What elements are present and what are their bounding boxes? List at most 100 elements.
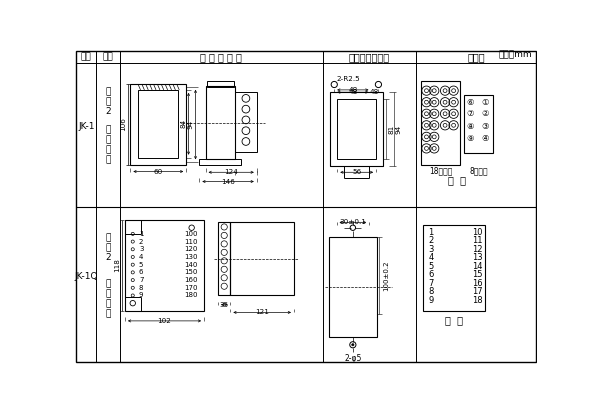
Text: 60: 60	[153, 169, 163, 175]
Bar	[337, 99, 376, 159]
Text: 单位：mm: 单位：mm	[498, 51, 532, 60]
Text: 2: 2	[139, 238, 143, 245]
Text: 板: 板	[105, 279, 110, 288]
Text: JK-1Q: JK-1Q	[75, 272, 98, 281]
Text: 附: 附	[105, 87, 110, 96]
Text: 10: 10	[472, 228, 483, 237]
Text: 7: 7	[139, 277, 143, 283]
Text: 94: 94	[396, 124, 402, 134]
Text: ⑧: ⑧	[466, 121, 473, 130]
Circle shape	[424, 146, 429, 151]
Text: 7: 7	[429, 279, 434, 288]
Text: 118: 118	[114, 258, 120, 272]
Circle shape	[424, 100, 429, 104]
Bar	[230, 222, 294, 295]
Text: ⑥: ⑥	[466, 98, 473, 107]
Text: 18: 18	[472, 296, 483, 305]
Text: ③: ③	[482, 121, 489, 130]
Circle shape	[432, 146, 436, 151]
Text: 170: 170	[184, 285, 198, 291]
Bar	[330, 92, 383, 166]
Text: 5: 5	[429, 262, 434, 271]
Text: 3: 3	[429, 245, 434, 254]
Text: 2: 2	[105, 253, 111, 262]
Text: 5: 5	[139, 262, 143, 267]
Text: 端子图: 端子图	[467, 52, 485, 62]
Text: 14: 14	[472, 262, 483, 271]
Text: 板: 板	[105, 126, 110, 135]
Text: ②: ②	[482, 109, 489, 118]
Text: 图: 图	[105, 243, 110, 252]
Text: 接: 接	[105, 299, 110, 308]
Text: 2-R2.5: 2-R2.5	[337, 76, 361, 82]
Circle shape	[452, 112, 456, 116]
Bar	[235, 92, 257, 152]
Circle shape	[424, 124, 429, 127]
Text: 8: 8	[429, 287, 434, 296]
Text: 48: 48	[370, 89, 379, 95]
Bar	[464, 95, 493, 153]
Text: 1: 1	[139, 231, 143, 237]
Text: 94: 94	[188, 120, 194, 129]
Text: 81: 81	[389, 124, 395, 134]
Text: 11: 11	[472, 236, 483, 245]
Text: 接: 接	[105, 146, 110, 155]
Text: 121: 121	[256, 310, 269, 315]
Text: 前: 前	[105, 290, 110, 299]
Text: 180: 180	[184, 292, 198, 299]
Text: ⑨: ⑨	[466, 134, 473, 143]
Bar	[329, 237, 377, 337]
Text: 150: 150	[184, 270, 198, 275]
Text: 124: 124	[224, 169, 238, 175]
Text: 背  视: 背 视	[448, 175, 466, 185]
Text: 12: 12	[472, 245, 483, 254]
Bar	[421, 81, 460, 164]
Text: 线: 线	[105, 155, 110, 164]
Text: 图: 图	[105, 97, 110, 106]
Text: 3: 3	[139, 246, 143, 252]
Text: 安装开孔尺寸图: 安装开孔尺寸图	[349, 52, 390, 62]
Text: 13: 13	[472, 253, 483, 262]
Text: 8点端子: 8点端子	[469, 166, 488, 175]
Text: 15: 15	[472, 270, 483, 279]
Circle shape	[432, 135, 436, 139]
Circle shape	[432, 100, 436, 104]
Text: 4: 4	[429, 253, 434, 262]
Bar	[205, 86, 235, 159]
Text: ④: ④	[482, 134, 489, 143]
Text: 线: 线	[105, 310, 110, 319]
Text: 120: 120	[184, 246, 198, 252]
Text: ⑦: ⑦	[466, 109, 473, 118]
Text: 48: 48	[348, 87, 358, 93]
Circle shape	[443, 89, 447, 92]
Text: 16: 16	[472, 279, 483, 288]
Bar	[138, 90, 179, 157]
Circle shape	[432, 124, 436, 127]
Text: 9: 9	[429, 296, 434, 305]
Text: 35: 35	[220, 302, 229, 308]
Text: 30±0.1: 30±0.1	[340, 219, 367, 225]
Text: 102: 102	[158, 318, 171, 324]
Text: 160: 160	[184, 277, 198, 283]
Circle shape	[432, 112, 436, 116]
Text: 正  视: 正 视	[445, 315, 463, 325]
Text: 18点端子: 18点端子	[429, 166, 452, 175]
Text: 84: 84	[181, 119, 187, 128]
Text: 2: 2	[105, 107, 111, 116]
Text: 100±0.2: 100±0.2	[383, 260, 389, 291]
Text: 6: 6	[139, 270, 143, 275]
Circle shape	[443, 100, 447, 104]
Text: 17: 17	[472, 287, 483, 296]
Text: 外 形 尺 寸 图: 外 形 尺 寸 图	[200, 52, 242, 62]
Circle shape	[352, 344, 354, 346]
Text: 结构: 结构	[103, 52, 113, 61]
Text: 4: 4	[139, 254, 143, 260]
Text: 130: 130	[184, 254, 198, 260]
Bar	[199, 159, 241, 165]
Text: 110: 110	[184, 238, 198, 245]
Bar	[423, 225, 485, 311]
Text: JK-1: JK-1	[78, 121, 94, 130]
Text: 106: 106	[121, 118, 127, 131]
Circle shape	[452, 100, 456, 104]
Text: 48: 48	[348, 89, 358, 95]
